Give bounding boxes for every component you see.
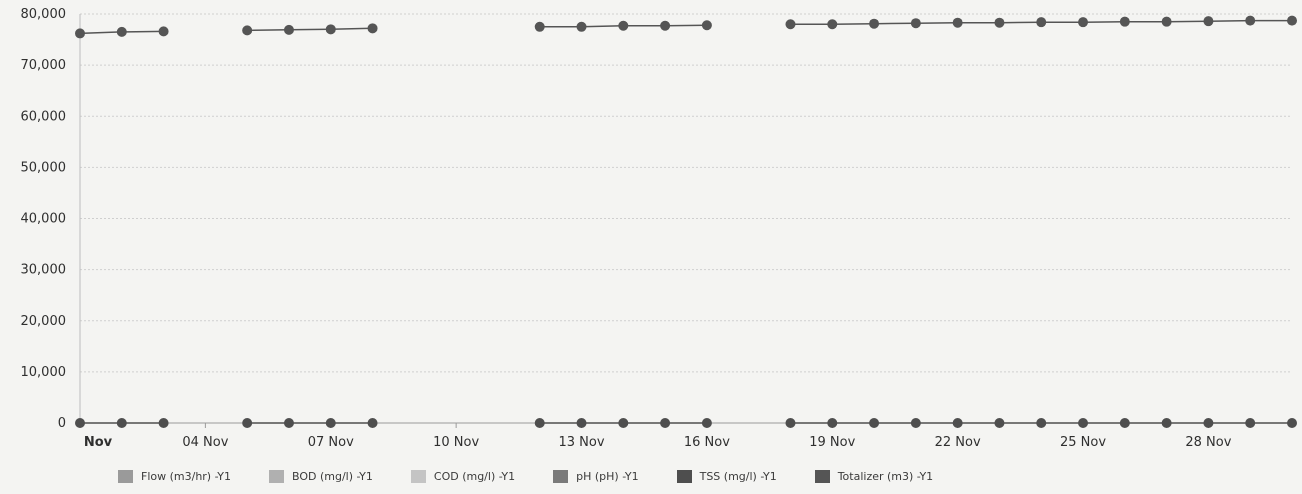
data-point [1245, 15, 1256, 26]
y-tick-label: 40,000 [21, 212, 67, 227]
data-point [1287, 418, 1297, 428]
data-point [283, 418, 294, 428]
data-point [283, 24, 294, 35]
data-point [75, 28, 85, 39]
legend-item[interactable]: COD (mg/l) -Y1 [410, 469, 516, 483]
data-point [158, 26, 169, 37]
data-point [994, 17, 1005, 28]
data-point [827, 418, 838, 428]
x-tick-label: 25 Nov [1060, 435, 1106, 450]
data-point [75, 418, 85, 428]
y-tick-label: 80,000 [21, 7, 67, 22]
chart-legend: Flow (m3/hr) -Y1 BOD (mg/l) -Y1 COD (mg/l)… [118, 466, 971, 486]
data-point [367, 418, 378, 428]
data-point [1119, 418, 1130, 428]
data-point [1036, 17, 1047, 28]
data-point [952, 418, 963, 428]
data-point [1203, 418, 1214, 428]
legend-label: Totalizer (m3) -Y1 [837, 469, 934, 483]
legend-item[interactable]: Totalizer (m3) -Y1 [814, 469, 934, 483]
data-point [618, 20, 629, 31]
legend-swatch [118, 469, 133, 483]
legend-label: pH (pH) -Y1 [576, 469, 639, 483]
data-point [1287, 15, 1297, 26]
data-point [1036, 418, 1047, 428]
y-tick-label: 10,000 [21, 365, 67, 380]
x-tick-label: 04 Nov [182, 435, 228, 450]
data-point [660, 418, 671, 428]
data-point [869, 418, 880, 428]
x-tick-label: 07 Nov [308, 435, 354, 450]
legend-swatch [553, 469, 569, 483]
data-point [1203, 16, 1214, 27]
data-point [701, 20, 712, 31]
data-point [576, 21, 587, 32]
data-point [910, 418, 921, 428]
y-tick-label: 20,000 [21, 314, 67, 329]
y-tick-label: 0 [58, 416, 66, 431]
data-point [325, 24, 336, 35]
y-tick-label: 50,000 [21, 160, 67, 175]
data-point [1245, 418, 1256, 428]
series-line [247, 27, 373, 32]
x-tick-label: 13 Nov [558, 435, 604, 450]
legend-item[interactable]: Flow (m3/hr) -Y1 [118, 469, 231, 483]
data-point [325, 418, 336, 428]
legend-swatch [268, 469, 284, 483]
data-point [785, 19, 796, 30]
data-point [367, 23, 378, 34]
x-tick-label: 22 Nov [935, 435, 981, 450]
data-point [785, 418, 796, 428]
y-tick-label: 30,000 [21, 263, 67, 278]
data-point [1119, 16, 1130, 27]
legend-item[interactable]: TSS (mg/l) -Y1 [676, 469, 777, 483]
data-point [534, 418, 545, 428]
data-point [827, 19, 838, 30]
data-point [869, 18, 880, 29]
data-point [994, 418, 1005, 428]
legend-label: BOD (mg/l) -Y1 [291, 469, 373, 483]
data-point [1078, 17, 1089, 28]
data-point [534, 21, 545, 32]
legend-swatch [814, 469, 830, 483]
data-point [242, 25, 253, 36]
legend-item[interactable]: BOD (mg/l) -Y1 [268, 469, 373, 483]
data-point [910, 18, 921, 29]
legend-swatch [676, 469, 692, 483]
data-point [242, 418, 253, 428]
x-tick-label: 10 Nov [433, 435, 479, 450]
x-tick-label: 16 Nov [684, 435, 730, 450]
legend-label: Flow (m3/hr) -Y1 [141, 469, 231, 483]
y-tick-label: 70,000 [21, 58, 67, 73]
data-point [576, 418, 587, 428]
y-tick-label: 60,000 [21, 109, 67, 124]
data-point [660, 20, 671, 31]
data-point [952, 17, 963, 28]
x-tick-label: Nov [84, 435, 113, 450]
data-point [158, 418, 169, 428]
data-point [1161, 16, 1172, 27]
data-point [116, 26, 127, 37]
x-tick-label: 19 Nov [809, 435, 855, 450]
data-point [701, 418, 712, 428]
legend-item[interactable]: pH (pH) -Y1 [553, 469, 639, 483]
data-point [116, 418, 127, 428]
legend-label: TSS (mg/l) -Y1 [699, 469, 777, 483]
legend-swatch [410, 469, 426, 483]
x-tick-label: 28 Nov [1185, 435, 1231, 450]
data-point [1078, 418, 1089, 428]
data-point [1161, 418, 1172, 428]
legend-label: COD (mg/l) -Y1 [433, 469, 516, 483]
data-point [618, 418, 629, 428]
